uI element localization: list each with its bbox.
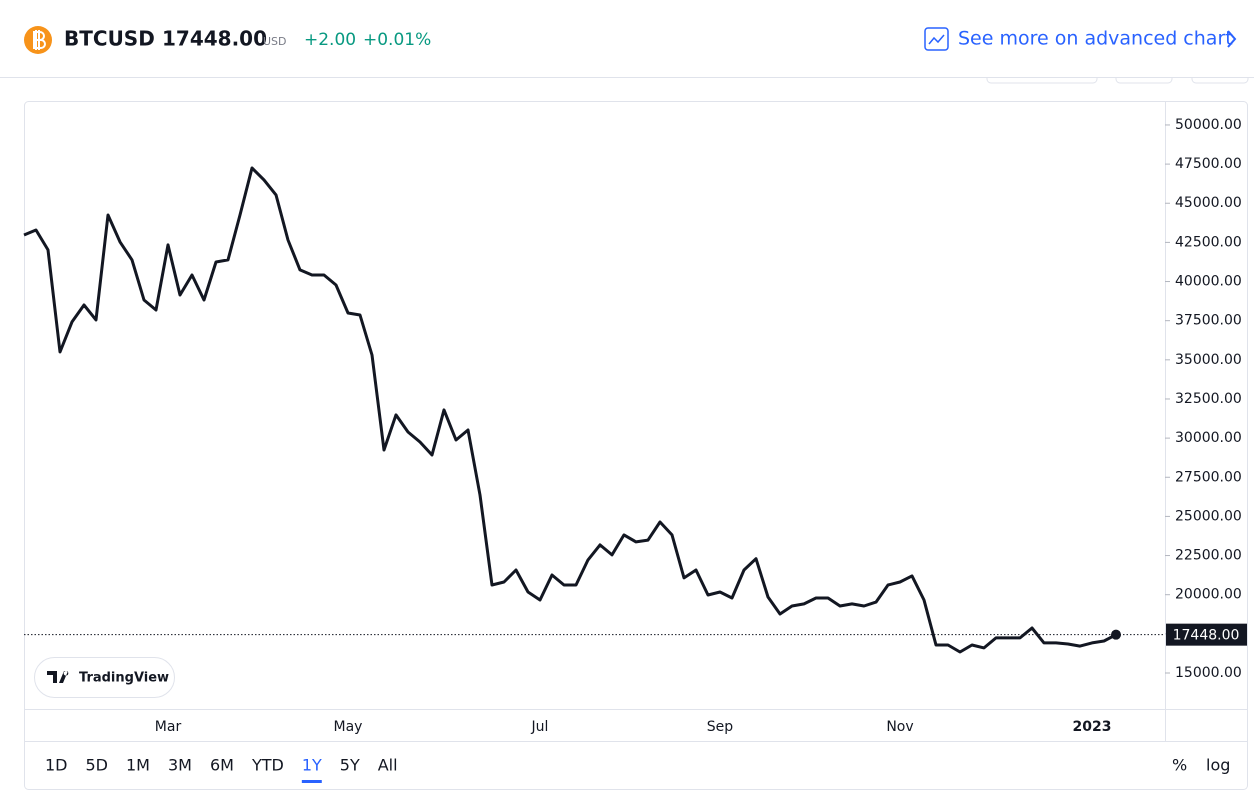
toolbar: 1D 5D 1M 3M 6M YTD 1Y 5Y All% log bbox=[45, 756, 1230, 783]
y-tick-label: 37500.00 bbox=[1175, 313, 1242, 329]
range-button[interactable]: 3M bbox=[168, 756, 192, 775]
watermark[interactable]: TradingView bbox=[34, 657, 175, 698]
change-percent: +0.01% bbox=[363, 30, 431, 50]
currency: USD bbox=[263, 35, 287, 48]
chart-frame bbox=[24, 101, 1248, 790]
range-button[interactable]: 1Y bbox=[302, 756, 322, 775]
y-tick-label: 20000.00 bbox=[1175, 587, 1242, 603]
range-button[interactable]: 5Y bbox=[340, 756, 360, 775]
y-tick-label: 32500.00 bbox=[1175, 391, 1242, 407]
range-button[interactable]: 6M bbox=[210, 756, 234, 775]
chart-icon-line bbox=[928, 34, 945, 45]
watermark-logo bbox=[47, 671, 69, 683]
x-tick-label: Mar bbox=[155, 719, 182, 735]
y-tick-label: 42500.00 bbox=[1175, 234, 1242, 250]
plot: 15000.0017500.0020000.0022500.0025000.00… bbox=[23, 117, 1247, 735]
range-button[interactable]: YTD bbox=[251, 756, 284, 775]
chart-icon bbox=[924, 27, 949, 51]
range-button[interactable]: 1D bbox=[45, 756, 68, 775]
last-price-tag bbox=[1166, 623, 1247, 646]
x-tick-label: 2023 bbox=[1073, 719, 1112, 735]
x-tick-label: Nov bbox=[886, 719, 913, 735]
symbol: BTCUSD bbox=[64, 27, 155, 51]
y-tick-label: 50000.00 bbox=[1175, 117, 1242, 133]
advanced-link-text[interactable]: See more on advanced chart bbox=[958, 28, 1233, 50]
advanced-link[interactable]: See more on advanced chart bbox=[924, 27, 1237, 51]
last-price-label: 17448.00 bbox=[1173, 628, 1240, 644]
range-underline bbox=[301, 780, 322, 783]
y-tick-label: 22500.00 bbox=[1175, 548, 1242, 564]
range-button[interactable]: 5D bbox=[86, 756, 109, 775]
range-button[interactable]: 1M bbox=[126, 756, 150, 775]
range-button[interactable]: All bbox=[378, 756, 398, 775]
chevron bbox=[1227, 30, 1237, 48]
change: +2.00 bbox=[304, 30, 356, 50]
y-tick-label: 15000.00 bbox=[1175, 665, 1242, 681]
y-tick-label: 30000.00 bbox=[1175, 430, 1242, 446]
watermark-badge bbox=[34, 657, 175, 698]
scale-option[interactable]: log bbox=[1206, 756, 1230, 775]
y-tick-label: 35000.00 bbox=[1175, 352, 1242, 368]
y-tick-label: 40000.00 bbox=[1175, 274, 1242, 290]
x-tick-label: May bbox=[334, 719, 363, 735]
coin-glyph bbox=[33, 30, 46, 50]
x-tick-label: Sep bbox=[707, 719, 734, 735]
last-point bbox=[1111, 629, 1121, 640]
watermark-text: TradingView bbox=[79, 671, 169, 686]
y-tick-label: 45000.00 bbox=[1175, 195, 1242, 211]
price-line bbox=[23, 166, 1117, 654]
x-tick-label: Jul bbox=[531, 719, 549, 735]
scale-option[interactable]: % bbox=[1172, 756, 1187, 775]
y-tick-label: 27500.00 bbox=[1175, 469, 1242, 485]
y-tick-label: 25000.00 bbox=[1175, 508, 1242, 524]
cut-buttons bbox=[986, 77, 1249, 84]
y-tick-label: 47500.00 bbox=[1175, 156, 1242, 172]
price: 17448.00 bbox=[162, 27, 267, 51]
